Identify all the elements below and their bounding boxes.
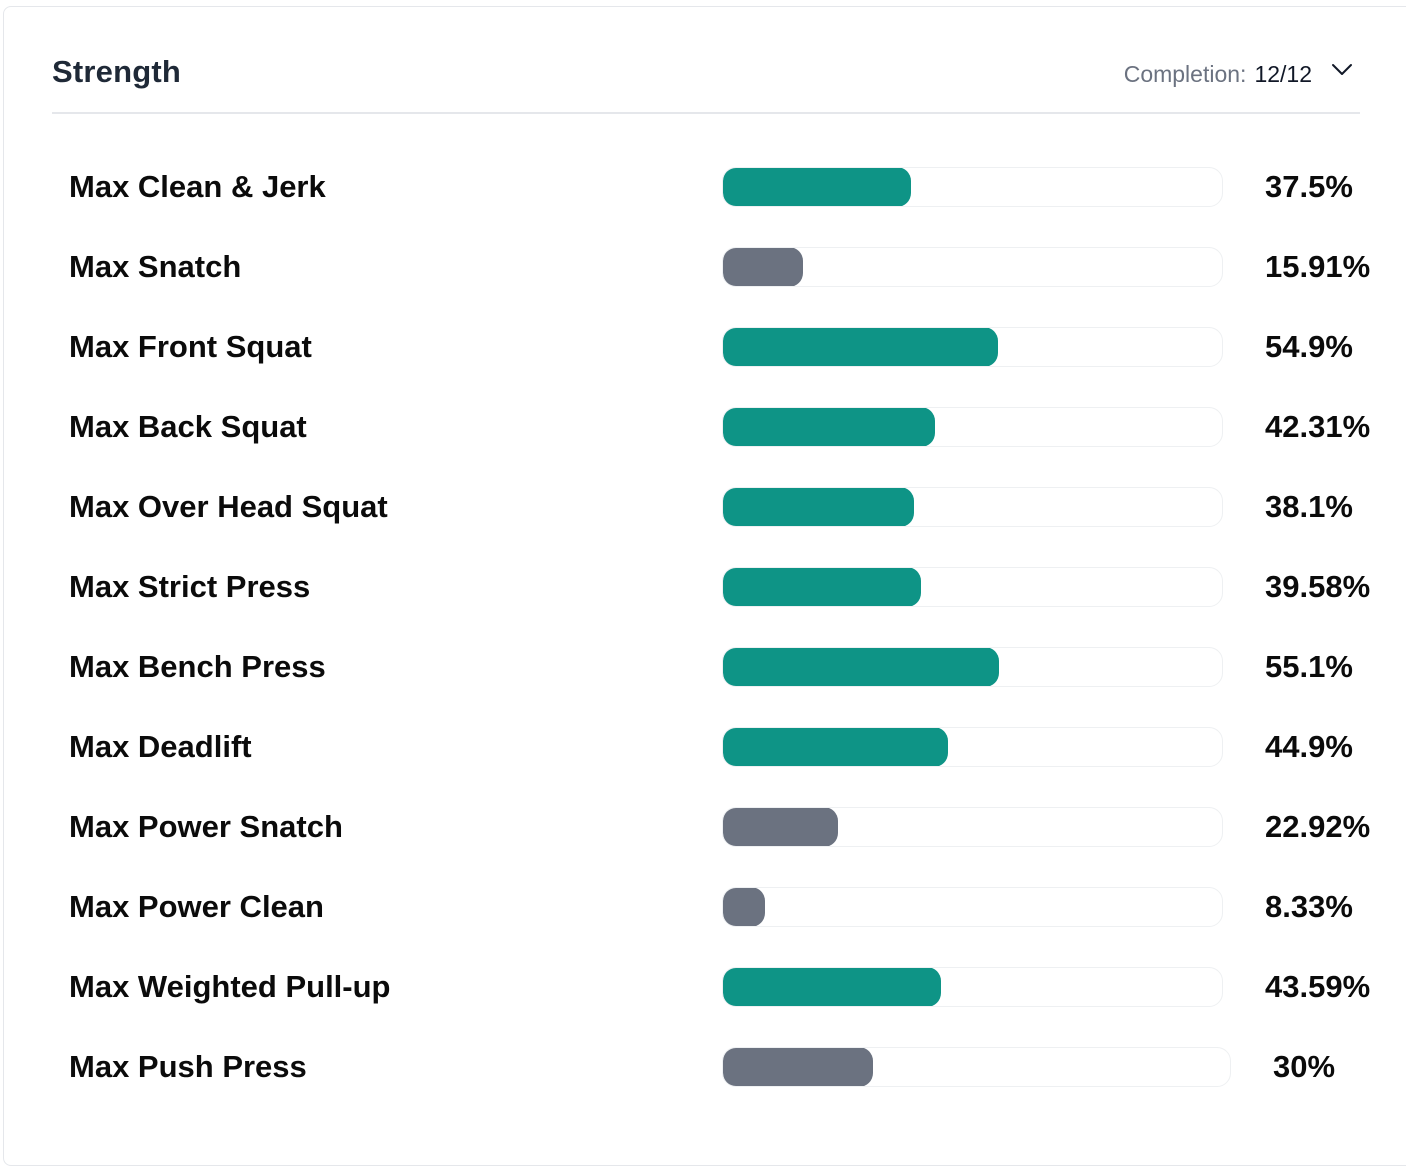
list-item: Max Power Snatch 22.92%	[0, 805, 1406, 885]
progress-fill	[723, 248, 803, 286]
progress-track	[722, 567, 1223, 607]
list-item: Max Weighted Pull-up 43.59%	[0, 965, 1406, 1045]
percent-value: 30%	[1273, 1049, 1336, 1084]
progress-track	[722, 727, 1223, 767]
progress-fill	[723, 568, 921, 606]
progress-fill	[723, 408, 935, 446]
progress-track	[722, 647, 1223, 687]
list-item: Max Strict Press 39.58%	[0, 565, 1406, 645]
percent-value: 44.9%	[1265, 729, 1353, 764]
section-header: Strength Completion: 12/12	[52, 44, 1360, 114]
progress-track	[722, 407, 1223, 447]
progress-track	[722, 887, 1223, 927]
exercise-label: Max Power Clean	[69, 889, 324, 924]
exercise-label: Max Strict Press	[69, 569, 311, 604]
percent-value: 38.1%	[1265, 489, 1353, 524]
exercise-label: Max Snatch	[69, 249, 242, 284]
percent-value: 8.33%	[1265, 889, 1353, 924]
percent-value: 37.5%	[1265, 169, 1353, 204]
percent-value: 54.9%	[1265, 329, 1353, 364]
list-item: Max Deadlift 44.9%	[0, 725, 1406, 805]
list-item: Max Over Head Squat 38.1%	[0, 485, 1406, 565]
exercise-label: Max Back Squat	[69, 409, 307, 444]
percent-value: 42.31%	[1265, 409, 1371, 444]
percent-value: 43.59%	[1265, 969, 1371, 1004]
exercise-label: Max Bench Press	[69, 649, 326, 684]
progress-fill	[723, 888, 765, 926]
exercise-label: Max Weighted Pull-up	[69, 969, 391, 1004]
percent-value: 39.58%	[1265, 569, 1371, 604]
progress-fill	[723, 808, 838, 846]
exercise-label: Max Clean & Jerk	[69, 169, 326, 204]
progress-track	[722, 167, 1223, 207]
exercise-label: Max Push Press	[69, 1049, 307, 1084]
list-item: Max Snatch 15.91%	[0, 245, 1406, 325]
percent-value: 15.91%	[1265, 249, 1371, 284]
completion-status: Completion: 12/12	[1124, 61, 1312, 88]
progress-fill	[723, 168, 911, 206]
chevron-down-icon[interactable]	[1330, 58, 1354, 82]
exercise-label: Max Over Head Squat	[69, 489, 388, 524]
list-item: Max Bench Press 55.1%	[0, 645, 1406, 725]
list-item: Max Power Clean 8.33%	[0, 885, 1406, 965]
percent-value: 22.92%	[1265, 809, 1371, 844]
progress-track	[722, 487, 1223, 527]
progress-track	[722, 327, 1223, 367]
progress-track	[722, 807, 1223, 847]
progress-fill	[723, 1048, 873, 1086]
exercise-label: Max Deadlift	[69, 729, 252, 764]
list-item: Max Push Press 30%	[0, 1045, 1406, 1125]
progress-fill	[723, 648, 999, 686]
completion-label: Completion:	[1123, 61, 1247, 87]
exercise-label: Max Power Snatch	[69, 809, 343, 844]
exercise-label: Max Front Squat	[69, 329, 312, 364]
completion-value: 12/12	[1254, 61, 1312, 87]
progress-track	[722, 967, 1223, 1007]
progress-fill	[723, 968, 941, 1006]
progress-fill	[723, 488, 914, 526]
progress-track	[722, 1047, 1231, 1087]
section-title: Strength	[52, 54, 182, 89]
list-item: Max Clean & Jerk 37.5%	[0, 165, 1406, 245]
progress-track	[722, 247, 1223, 287]
progress-fill	[723, 728, 948, 766]
list-item: Max Front Squat 54.9%	[0, 325, 1406, 405]
list-item: Max Back Squat 42.31%	[0, 405, 1406, 485]
progress-fill	[723, 328, 998, 366]
percent-value: 55.1%	[1265, 649, 1353, 684]
